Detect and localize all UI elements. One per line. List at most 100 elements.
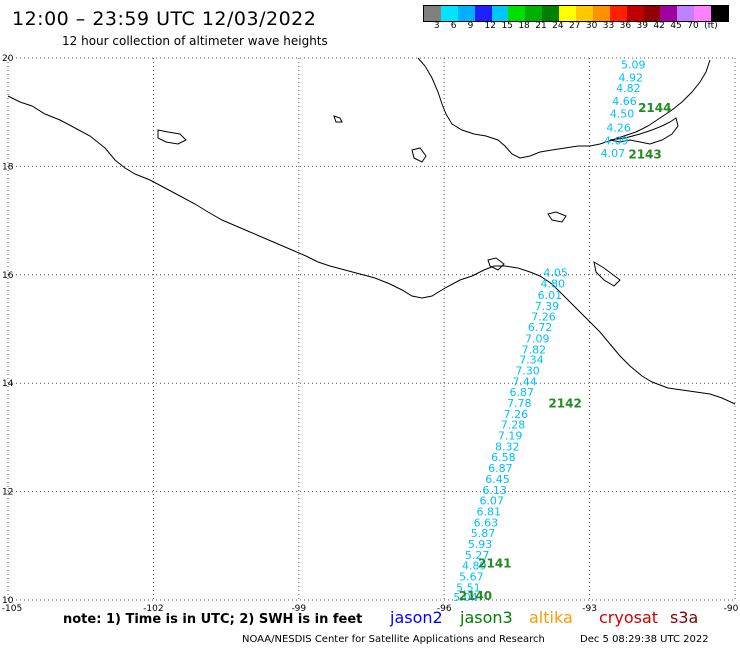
wave-height-value: 6.81 [477,505,502,518]
pass-number-label: 2144 [638,101,671,115]
wave-height-value: 7.44 [512,375,537,388]
satellite-track: 5.094.924.824.664.504.264.094.07 4.054.80… [453,58,671,604]
wave-height-value: 4.92 [619,71,644,84]
wave-height-value: 7.09 [525,333,550,346]
lon-tick-label: -105 [2,604,22,614]
scale-label: 3 [433,21,440,31]
scale-swatch [424,6,441,21]
coastline [7,57,736,405]
wave-height-value: 5.51 [456,581,481,594]
scale-swatch [491,6,509,21]
scale-swatch [592,6,610,21]
satellite-legend-jason2: jason2 [390,608,443,627]
wave-height-value: 4.50 [610,108,635,121]
pass-number-label: 2143 [628,147,661,161]
lon-tick-label: -96 [437,604,452,614]
wave-height-value: 7.28 [501,419,526,432]
credit-text: NOAA/NESDIS Center for Satellite Applica… [242,634,545,645]
wave-height-value: 6.87 [509,386,534,399]
wave-height-value: 4.09 [604,135,629,148]
lon-tick-label: -102 [143,604,163,614]
lat-tick-label: 12 [2,488,13,498]
scale-swatch [542,6,560,21]
satellite-legend-jason3: jason3 [460,608,513,627]
scale-swatch [457,6,475,21]
wave-height-value: 4.26 [606,122,631,135]
scale-swatch [440,6,458,21]
island-5 [157,129,187,145]
scale-label: (ft) [704,21,718,31]
wave-height-value: 6.13 [482,484,507,497]
page-title: 12:00 – 23:59 UTC 12/03/2022 [12,8,317,30]
generation-timestamp: Dec 5 08:29:38 UTC 2022 [580,634,709,645]
scale-swatch [576,6,593,21]
wave-height-value: 4.82 [616,82,641,95]
scale-swatch [694,6,712,21]
wave-height-value: 5.27 [465,549,490,562]
scale-label: 18 [518,21,530,31]
scale-label: 9 [467,21,474,31]
wave-height-value: 7.30 [515,365,540,378]
wave-height-value: 4.66 [612,95,637,108]
color-scale-bar [423,5,729,22]
island-6 [333,115,343,123]
wave-height-value: 6.72 [528,321,553,334]
units-note: note: 1) Time is in UTC; 2) SWH is in fe… [63,612,363,627]
island-4 [593,260,621,287]
wave-height-value: 4.89 [462,560,487,573]
wave-height-value: 6.01 [538,289,563,302]
wave-height-value: 7.78 [507,397,532,410]
lat-tick-label: 20 [2,54,14,64]
scale-label: 30 [585,21,598,31]
scale-label: 24 [552,21,564,31]
island-2 [547,211,567,223]
scale-swatch [626,6,644,21]
wave-height-value: 6.63 [474,516,499,529]
scale-label: 27 [569,21,581,31]
satellite-legend-cryosat: cryosat [599,608,659,627]
scale-label: 12 [484,21,496,31]
island-3 [487,257,505,271]
lon-tick-label: -99 [291,604,306,614]
wave-height-value: 7.39 [535,300,560,313]
scale-label: 42 [653,21,665,31]
island-1 [411,147,427,163]
wave-height-value: 5.09 [621,58,646,71]
yucatan-peninsula [609,117,679,145]
wave-height-value: 6.07 [479,495,504,508]
wave-height-value: 7.26 [531,310,556,323]
scale-label: 6 [450,21,457,31]
wave-height-value: 7.26 [504,408,529,421]
page-subtitle: 12 hour collection of altimeter wave hei… [62,34,328,48]
wave-height-value: 5.67 [459,570,484,583]
axis-labels: -105 -102 -99 -96 -93 -90 20 18 16 14 12 10 [2,54,739,614]
wave-height-value: 7.19 [498,430,523,443]
wave-height-value: 6.45 [485,473,510,486]
scale-swatch [677,6,695,21]
lat-tick-label: 14 [2,379,14,389]
mexico-pacific-coast [7,95,736,405]
pass-number-label: 2142 [548,397,581,411]
scale-label: 45 [670,21,682,31]
lat-tick-label: 18 [2,162,14,172]
pass-number-label: 2141 [478,556,511,570]
wave-height-value: 6.87 [488,462,513,475]
scale-swatch [525,6,543,21]
wave-height-value: 4.80 [541,277,566,290]
wave-height-value: 5.04 [453,591,478,604]
scale-label: 70 [687,21,699,31]
gulf-coast [417,57,711,159]
wave-height-value: 4.07 [601,147,626,160]
wave-height-value: 6.58 [491,451,516,464]
satellite-legend-altika: altika [529,608,573,627]
scale-label: 21 [535,21,547,31]
wave-height-value: 5.87 [471,527,496,540]
scale-label: 33 [602,21,615,31]
satellite-legend-s3a: s3a [670,608,699,627]
scale-swatch [660,6,678,21]
wave-height-value: 4.05 [543,266,568,279]
scale-label: 36 [619,21,632,31]
lat-tick-label: 10 [2,596,14,606]
scale-swatch [559,6,577,21]
